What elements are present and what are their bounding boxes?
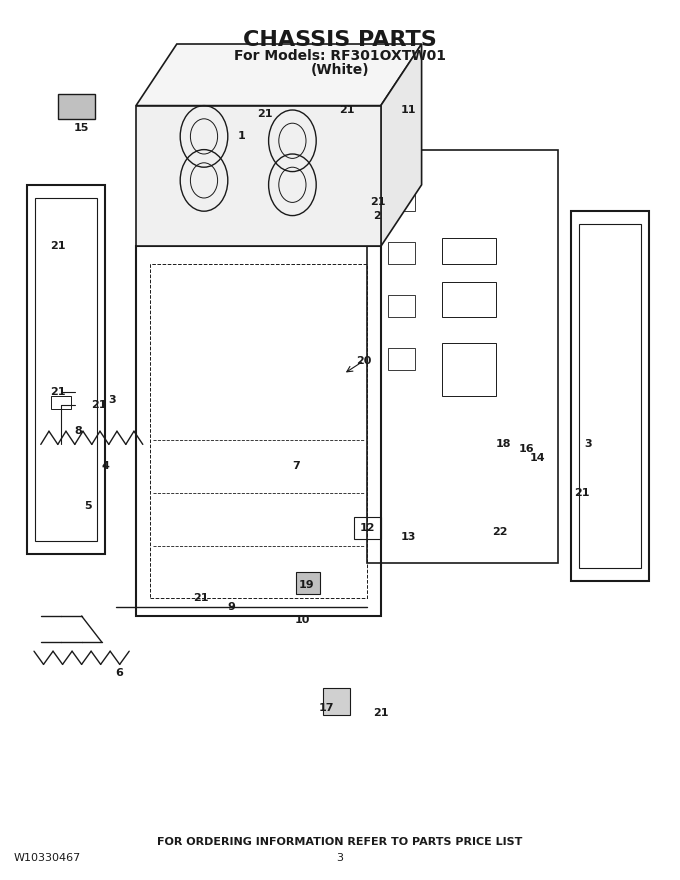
Text: 21: 21 xyxy=(373,708,388,718)
Bar xyxy=(221,116,238,132)
Circle shape xyxy=(335,91,345,103)
Text: 21: 21 xyxy=(50,386,65,397)
Text: 21: 21 xyxy=(258,109,273,120)
Polygon shape xyxy=(381,44,422,246)
Bar xyxy=(388,189,415,211)
Text: 3: 3 xyxy=(584,439,592,450)
Text: 20: 20 xyxy=(356,356,371,366)
Text: 9: 9 xyxy=(227,602,235,612)
Text: 10: 10 xyxy=(295,615,310,626)
Bar xyxy=(367,150,558,563)
Text: For Models: RF301OXTW01: For Models: RF301OXTW01 xyxy=(234,49,446,63)
Bar xyxy=(58,94,95,119)
Bar xyxy=(323,688,350,715)
Bar xyxy=(442,343,496,396)
Text: 21: 21 xyxy=(193,593,208,604)
Text: 1: 1 xyxy=(237,131,245,142)
Bar xyxy=(136,246,381,616)
Bar xyxy=(51,396,71,409)
Polygon shape xyxy=(136,106,381,246)
Text: 22: 22 xyxy=(492,527,507,538)
Text: 19: 19 xyxy=(299,580,313,590)
Text: 3: 3 xyxy=(337,853,343,863)
Text: 5: 5 xyxy=(84,501,92,511)
Polygon shape xyxy=(136,44,422,106)
Text: (White): (White) xyxy=(311,63,369,77)
Text: CHASSIS PARTS: CHASSIS PARTS xyxy=(243,30,437,49)
Text: 4: 4 xyxy=(101,461,109,472)
Bar xyxy=(296,572,320,594)
Bar xyxy=(579,224,641,568)
Text: 12: 12 xyxy=(360,523,375,533)
Text: 8: 8 xyxy=(74,426,82,436)
Text: 21: 21 xyxy=(339,105,354,115)
Bar xyxy=(571,211,649,581)
Text: 3: 3 xyxy=(108,395,116,406)
Bar xyxy=(354,517,381,539)
Text: 21: 21 xyxy=(370,197,385,208)
Text: 17: 17 xyxy=(319,703,334,714)
Text: W10330467: W10330467 xyxy=(14,853,81,863)
Text: 6: 6 xyxy=(115,668,123,678)
Bar xyxy=(388,295,415,317)
Bar xyxy=(388,348,415,370)
Text: 2: 2 xyxy=(373,210,381,221)
Text: 16: 16 xyxy=(520,444,534,454)
Text: 18: 18 xyxy=(496,439,511,450)
Bar xyxy=(388,242,415,264)
Bar xyxy=(442,282,496,317)
Bar xyxy=(27,185,105,554)
Text: 21: 21 xyxy=(50,241,65,252)
Text: 7: 7 xyxy=(292,461,300,472)
Bar xyxy=(337,72,384,94)
Text: 15: 15 xyxy=(74,122,89,133)
Text: 11: 11 xyxy=(401,105,415,115)
Text: 13: 13 xyxy=(401,532,415,542)
Text: 21: 21 xyxy=(574,488,589,498)
Bar xyxy=(150,264,367,598)
Text: FOR ORDERING INFORMATION REFER TO PARTS PRICE LIST: FOR ORDERING INFORMATION REFER TO PARTS … xyxy=(157,837,523,847)
Text: 14: 14 xyxy=(530,452,545,463)
Bar xyxy=(35,198,97,541)
Bar xyxy=(442,238,496,264)
Text: 21: 21 xyxy=(91,400,106,410)
